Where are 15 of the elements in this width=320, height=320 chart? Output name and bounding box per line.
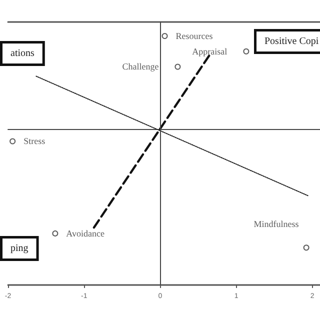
point: [303, 244, 310, 251]
series-label: Appraisal: [192, 46, 228, 56]
series-label: Avoidance: [66, 228, 105, 238]
annotation: ations: [10, 48, 34, 59]
point: [162, 33, 168, 40]
series-label: Stress: [24, 136, 46, 146]
series-label: Mindfulness: [254, 219, 300, 230]
series-label: Challenge: [122, 62, 159, 72]
annotation: ping: [10, 243, 28, 254]
point: [10, 138, 16, 144]
point: [243, 48, 250, 54]
annotation: Positive Copi: [264, 36, 319, 47]
point: [174, 64, 181, 70]
point: [52, 230, 58, 236]
series-label: Resources: [176, 31, 214, 42]
